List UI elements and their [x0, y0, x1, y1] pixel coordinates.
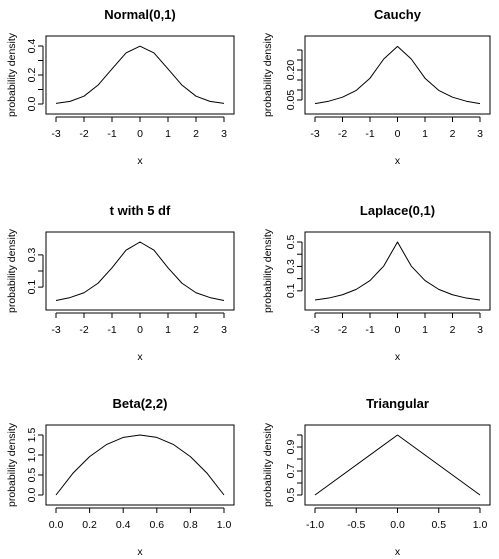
y-axis-label: probability density: [262, 32, 274, 117]
x-tick-label: -3: [51, 128, 60, 140]
x-tick-label: 1: [422, 128, 428, 140]
x-tick-label: -1: [365, 128, 374, 140]
density-curve: [55, 45, 225, 104]
density-curve: [55, 241, 225, 301]
x-tick-label: 3: [477, 324, 483, 336]
y-axis-label: probability density: [6, 228, 18, 313]
x-tick-label: 1.0: [217, 519, 232, 531]
x-axis-label: x: [395, 155, 401, 167]
x-axis-label: x: [137, 546, 143, 558]
chart-title: Triangular: [366, 396, 429, 411]
x-tick-label: -1.0: [306, 519, 324, 531]
x-tick-label: 0.5: [431, 519, 446, 531]
chart-title: Normal(0,1): [104, 7, 176, 22]
plot-frame: [45, 35, 235, 115]
x-tick-label: -1: [107, 324, 116, 336]
y-tick-label: 0.1: [285, 283, 297, 298]
chart-panel: t with 5 df -3 -2 -1 0 1 2 3 0.1 0.3 x probability …: [6, 203, 235, 363]
x-tick-label: 1: [165, 128, 171, 140]
y-tick-label: 0.5: [285, 488, 297, 503]
y-tick-label: 1.0: [26, 448, 38, 463]
density-curve: [55, 434, 225, 496]
x-tick-label: 0.4: [116, 519, 131, 531]
y-tick-label: 0.4: [26, 39, 38, 54]
x-tick-label: -1: [365, 324, 374, 336]
y-tick-label: 0.9: [285, 440, 297, 455]
y-tick-label: 0.2: [26, 68, 38, 83]
x-tick-label: 0.0: [49, 519, 64, 531]
chart-title: Laplace(0,1): [360, 203, 435, 218]
chart-panel: Laplace(0,1) -3 -2 -1 0 1 2 3 0.1 0.3 0.5 x probabil…: [262, 203, 491, 363]
x-axis-label: x: [137, 155, 143, 167]
plot-frame: [45, 424, 235, 506]
x-tick-label: 0: [137, 324, 143, 336]
chart-panel: Beta(2,2) 0.0 0.2 0.4 0.6 0.8 1.0 0.0 0.5 1.0 1.5 x…: [6, 396, 235, 558]
y-tick-label: 0.5: [285, 235, 297, 250]
density-curve: [314, 45, 481, 105]
y-axis-label: probability density: [262, 228, 274, 313]
plot-frame: [304, 231, 491, 311]
x-tick-label: -3: [310, 128, 319, 140]
x-tick-label: 2: [450, 128, 456, 140]
x-tick-label: 1.0: [473, 519, 488, 531]
x-tick-label: 2: [193, 128, 199, 140]
density-curve: [314, 434, 481, 496]
x-tick-label: 0: [137, 128, 143, 140]
x-axis-label: x: [137, 351, 143, 363]
y-axis-label: probability density: [262, 422, 274, 507]
x-tick-label: 2: [450, 324, 456, 336]
x-tick-label: 1: [422, 324, 428, 336]
chart-title: Cauchy: [374, 7, 422, 22]
x-tick-label: -2: [79, 324, 88, 336]
x-tick-label: -1: [107, 128, 116, 140]
x-tick-label: 0: [395, 128, 401, 140]
x-tick-label: 3: [477, 128, 483, 140]
y-tick-label: 0.5: [26, 468, 38, 483]
y-tick-label: 1.5: [26, 428, 38, 443]
chart-panel: Cauchy -3 -2 -1 0 1 2 3 0.05 0.20 x probability den…: [262, 7, 491, 167]
density-curve: [314, 241, 481, 301]
x-tick-label: 3: [221, 324, 227, 336]
x-axis-label: x: [395, 351, 401, 363]
y-tick-label: 0.1: [26, 280, 38, 295]
chart-panel: Triangular -1.0 -0.5 0.0 0.5 1.0 0.5 0.7 0.9 x pro…: [262, 396, 491, 558]
y-tick-label: 0.3: [285, 259, 297, 274]
x-tick-label: 0.2: [82, 519, 97, 531]
x-tick-label: -2: [79, 128, 88, 140]
x-tick-label: -0.5: [347, 519, 365, 531]
y-axis-label: probability density: [6, 32, 18, 117]
x-tick-label: 0.6: [149, 519, 164, 531]
chart-title: t with 5 df: [110, 203, 171, 218]
y-tick-label: 0.7: [285, 464, 297, 479]
x-tick-label: -2: [338, 324, 347, 336]
chart-title: Beta(2,2): [113, 396, 168, 411]
x-tick-label: -3: [51, 324, 60, 336]
y-tick-label: 0.05: [285, 90, 297, 111]
y-axis-label: probability density: [6, 422, 18, 507]
x-tick-label: 0.8: [183, 519, 198, 531]
x-tick-label: 1: [165, 324, 171, 336]
y-tick-label: 0.0: [26, 97, 38, 112]
x-tick-label: 3: [221, 128, 227, 140]
x-tick-label: -2: [338, 128, 347, 140]
x-tick-label: -3: [310, 324, 319, 336]
y-tick-label: 0.20: [285, 60, 297, 81]
x-axis-label: x: [395, 546, 401, 558]
x-tick-label: 0.0: [390, 519, 405, 531]
y-tick-label: 0.0: [26, 488, 38, 503]
plot-frame: [304, 424, 491, 506]
y-tick-label: 0.3: [26, 247, 38, 262]
plot-frame: [45, 231, 235, 311]
x-tick-label: 2: [193, 324, 199, 336]
chart-panel: Normal(0,1) -3 -2 -1 0 1 2 3 0.0 0.2 0.4 x probabili…: [6, 7, 235, 167]
plot-frame: [304, 35, 491, 115]
x-tick-label: 0: [395, 324, 401, 336]
